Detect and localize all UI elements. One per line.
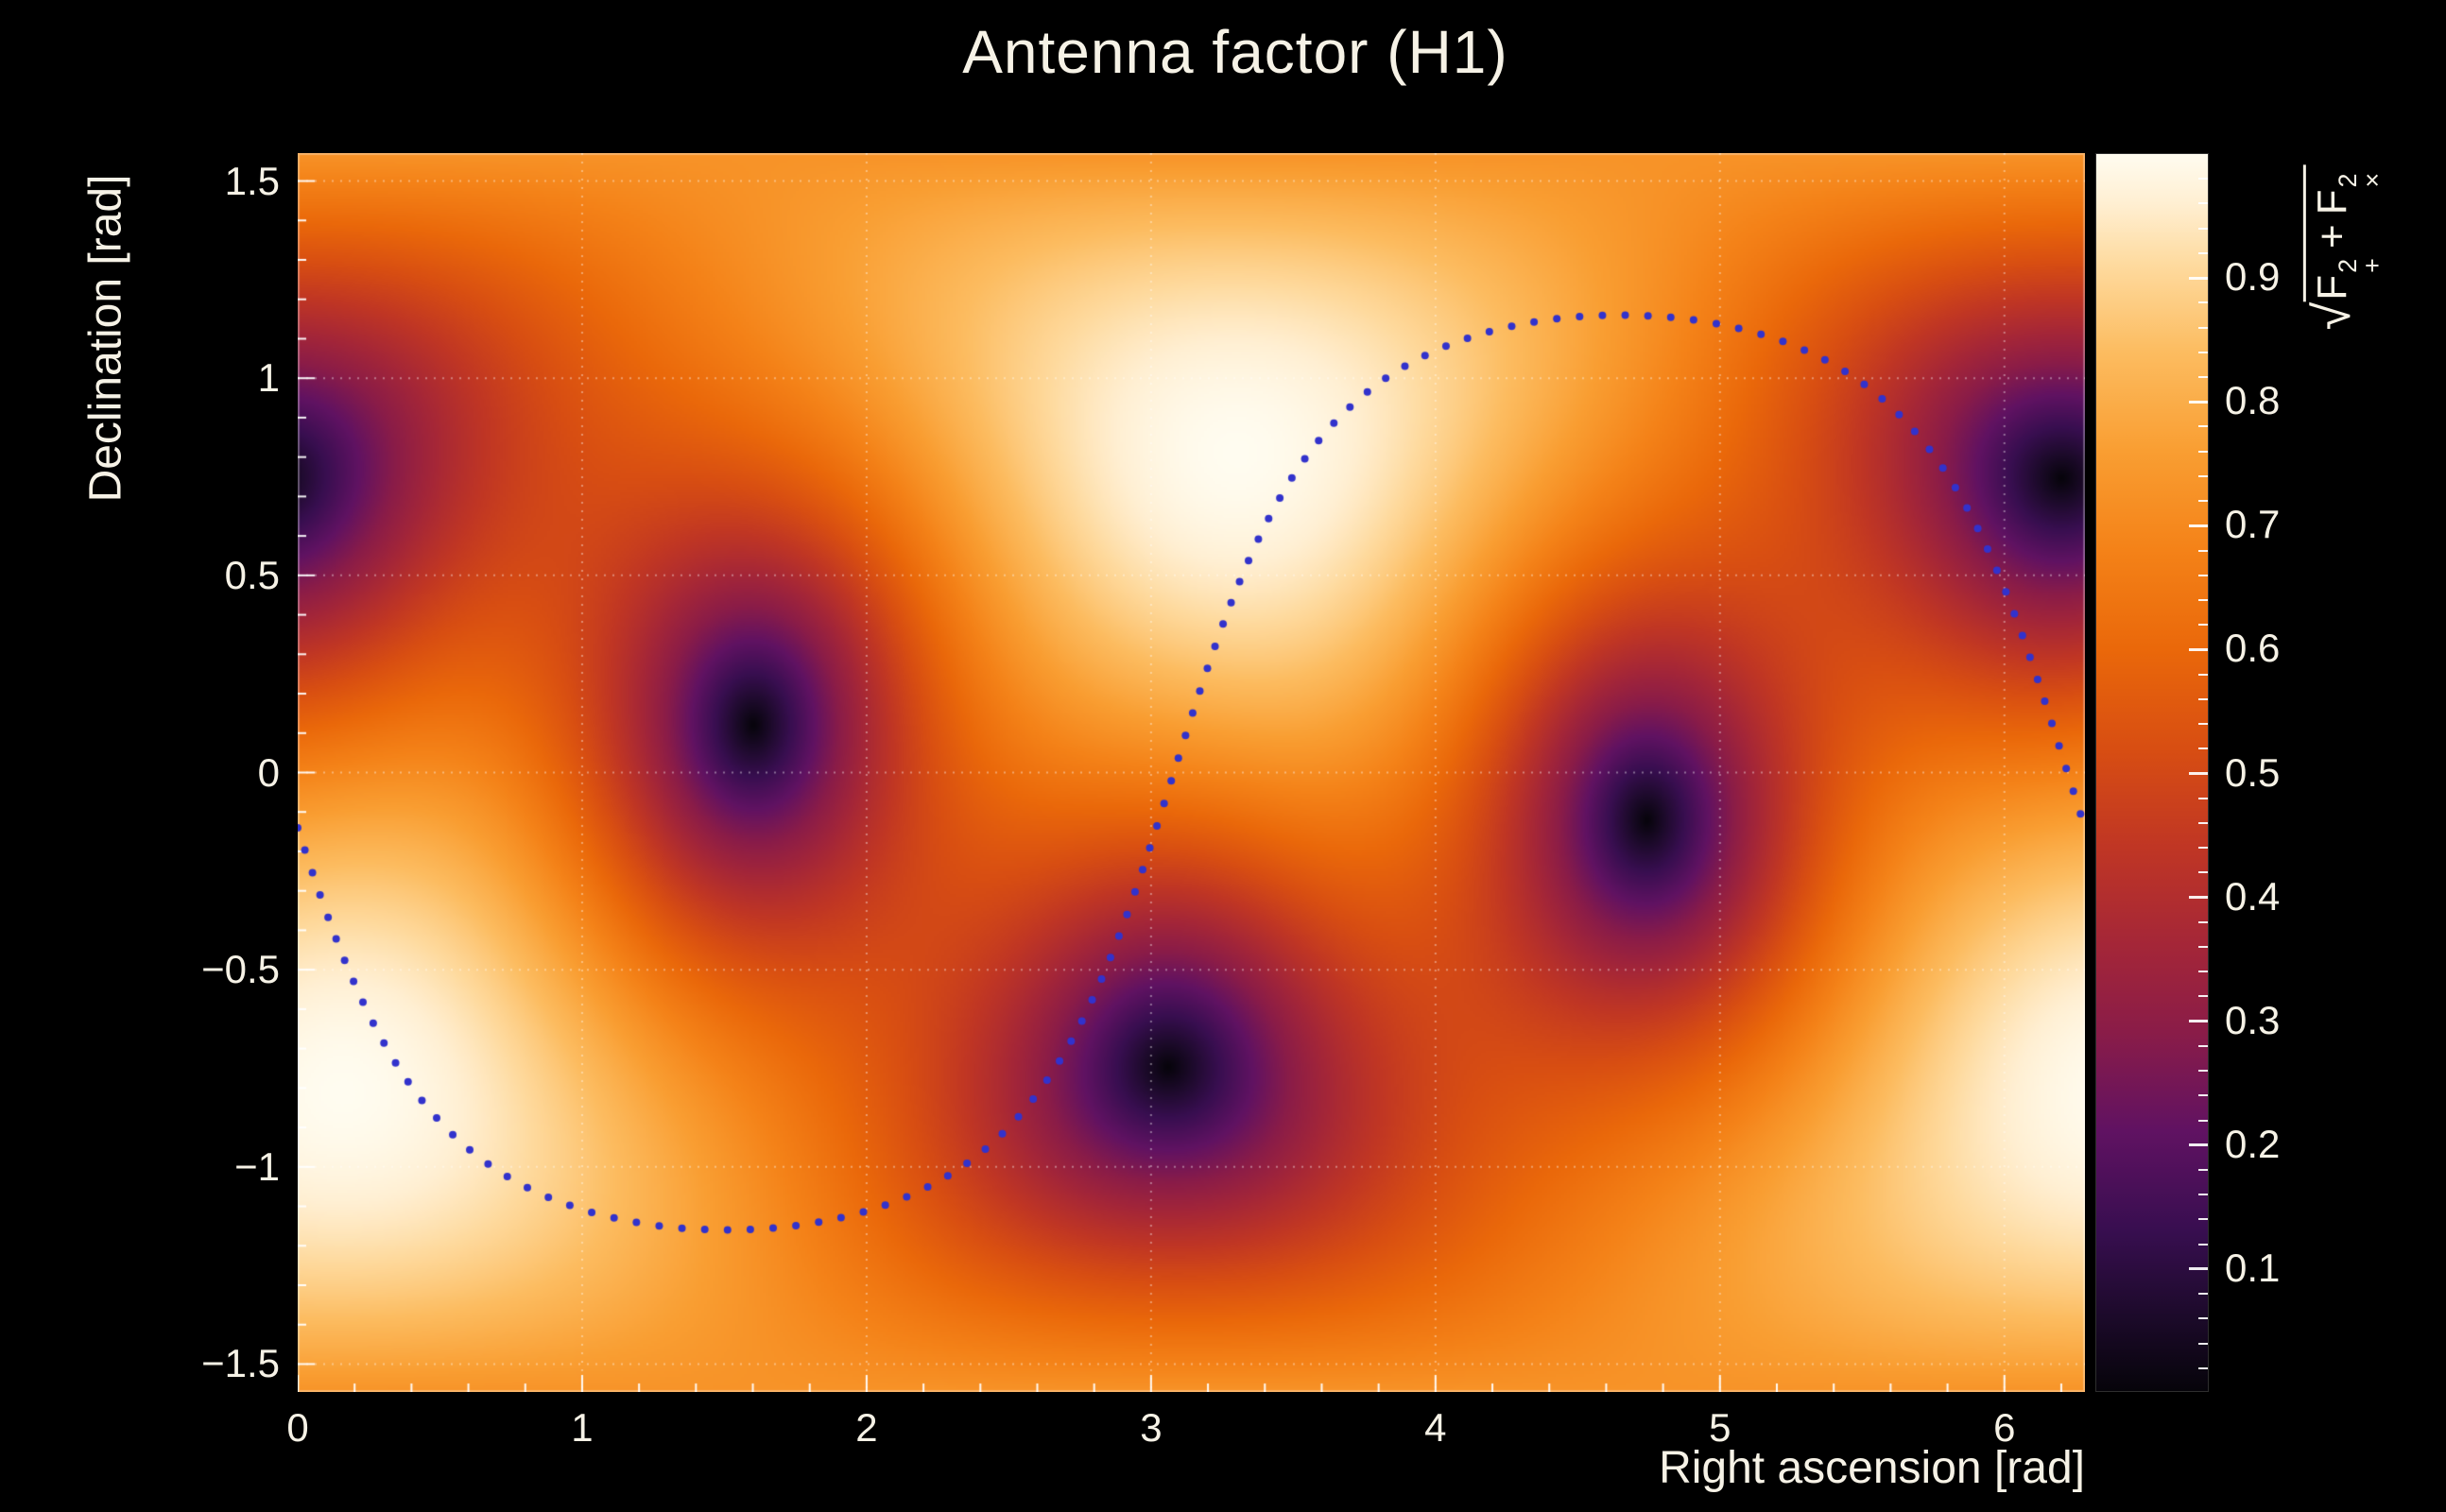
colorbar-tick (2198, 450, 2208, 453)
colorbar-tick (2198, 598, 2208, 601)
x-tick-label: 5 (1709, 1405, 1731, 1450)
plot-overlay-grid-ticks-track (298, 153, 2085, 1392)
colorbar-tick-label: 0.1 (2225, 1245, 2281, 1290)
y-tick-label: 0 (257, 749, 280, 795)
colorbar-tick (2198, 1070, 2208, 1073)
x-axis-title: Right ascension [rad] (1659, 1443, 2085, 1493)
colorbar-tick (2189, 276, 2208, 280)
colorbar-tick-label: 0.8 (2225, 378, 2281, 423)
x-tick-label: 0 (286, 1405, 309, 1450)
colorbar-tick (2198, 1218, 2208, 1221)
fcross-subscript: × (2357, 172, 2386, 188)
x-tick-label: 2 (855, 1405, 878, 1450)
colorbar-tick (2198, 574, 2208, 576)
colorbar-tick (2189, 524, 2208, 527)
colorbar-tick (2198, 920, 2208, 923)
colorbar-tick (2189, 1143, 2208, 1147)
colorbar-tick (2198, 425, 2208, 428)
colorbar-tick (2198, 251, 2208, 254)
colorbar-tick (2198, 227, 2208, 230)
fcross-supsub: 2 × (2333, 172, 2386, 188)
colorbar-tick (2198, 1119, 2208, 1122)
fcross-superscript: 2 (2333, 173, 2362, 188)
fcross-base: F (2308, 189, 2355, 215)
colorbar-tick-label: 0.5 (2225, 749, 2281, 795)
colorbar-tick (2198, 1342, 2208, 1345)
colorbar-tick (2198, 847, 2208, 850)
colorbar-tick-label: 0.7 (2225, 502, 2281, 547)
y-tick-label: −1.5 (201, 1341, 280, 1386)
x-tick-label: 4 (1424, 1405, 1447, 1450)
colorbar-tick (2189, 1020, 2208, 1023)
colorbar-tick (2198, 871, 2208, 874)
y-tick-label: 1.5 (224, 158, 280, 203)
colorbar-tick (2198, 1243, 2208, 1246)
colorbar-tick (2198, 821, 2208, 824)
fplus-superscript: 2 (2333, 258, 2362, 273)
colorbar-tick (2189, 1267, 2208, 1271)
colorbar-tick (2198, 697, 2208, 700)
colorbar-tick (2198, 326, 2208, 329)
colorbar-tick (2198, 995, 2208, 998)
colorbar-tick (2189, 772, 2208, 775)
fplus-term: F 2 + (2308, 258, 2386, 301)
colorbar-tick (2198, 1317, 2208, 1320)
colorbar-tick (2198, 351, 2208, 353)
y-tick-label: −0.5 (201, 947, 280, 992)
fplus-base: F (2308, 274, 2355, 301)
colorbar-tick (2198, 1293, 2208, 1296)
colorbar-tick (2198, 1194, 2208, 1196)
colorbar-tick-label: 0.9 (2225, 254, 2281, 300)
x-tick-label: 3 (1140, 1405, 1163, 1450)
colorbar-axis-title: √F 2 + +F 2 × (2302, 164, 2386, 331)
colorbar-tick (2198, 1044, 2208, 1047)
x-tick-label: 1 (571, 1405, 594, 1450)
y-tick-label: 0.5 (224, 552, 280, 597)
colorbar-tick (2189, 400, 2208, 404)
colorbar-tick (2198, 747, 2208, 750)
x-tick-label: 6 (1993, 1405, 2016, 1450)
colorbar-tick-label: 0.6 (2225, 626, 2281, 671)
fplus-subscript: + (2357, 258, 2386, 273)
colorbar-tick (2198, 946, 2208, 949)
colorbar-tick (2198, 549, 2208, 552)
y-tick-label: 1 (257, 355, 280, 401)
colorbar-tick (2189, 647, 2208, 651)
colorbar-tick (2198, 474, 2208, 477)
fplus-supsub: 2 + (2333, 258, 2386, 273)
colorbar (2095, 153, 2209, 1392)
chart-title: Antenna factor (H1) (962, 18, 1508, 86)
radical-sign-icon: √ (2303, 301, 2361, 331)
colorbar-tick (2198, 1169, 2208, 1172)
colorbar-tick (2198, 500, 2208, 503)
colorbar-tick (2198, 797, 2208, 799)
colorbar-tick (2198, 971, 2208, 973)
colorbar-tick (2198, 202, 2208, 205)
colorbar-tick (2198, 1094, 2208, 1097)
colorbar-tick (2198, 624, 2208, 627)
colorbar-tick (2198, 178, 2208, 180)
colorbar-tick (2189, 896, 2208, 900)
fcross-term: F 2 × (2308, 173, 2386, 215)
y-tick-label: −1 (234, 1143, 280, 1189)
y-axis-title: Declination [rad] (80, 174, 131, 503)
radicand: F 2 + +F 2 × (2302, 164, 2386, 302)
colorbar-tick (2198, 301, 2208, 304)
colorbar-tick-label: 0.3 (2225, 997, 2281, 1042)
colorbar-tick (2198, 723, 2208, 726)
colorbar-tick-label: 0.2 (2225, 1121, 2281, 1166)
colorbar-tick-label: 0.4 (2225, 873, 2281, 919)
colorbar-tick (2198, 1366, 2208, 1369)
colorbar-tick (2198, 375, 2208, 378)
colorbar-tick (2198, 673, 2208, 676)
plus-operator: + (2308, 224, 2355, 249)
